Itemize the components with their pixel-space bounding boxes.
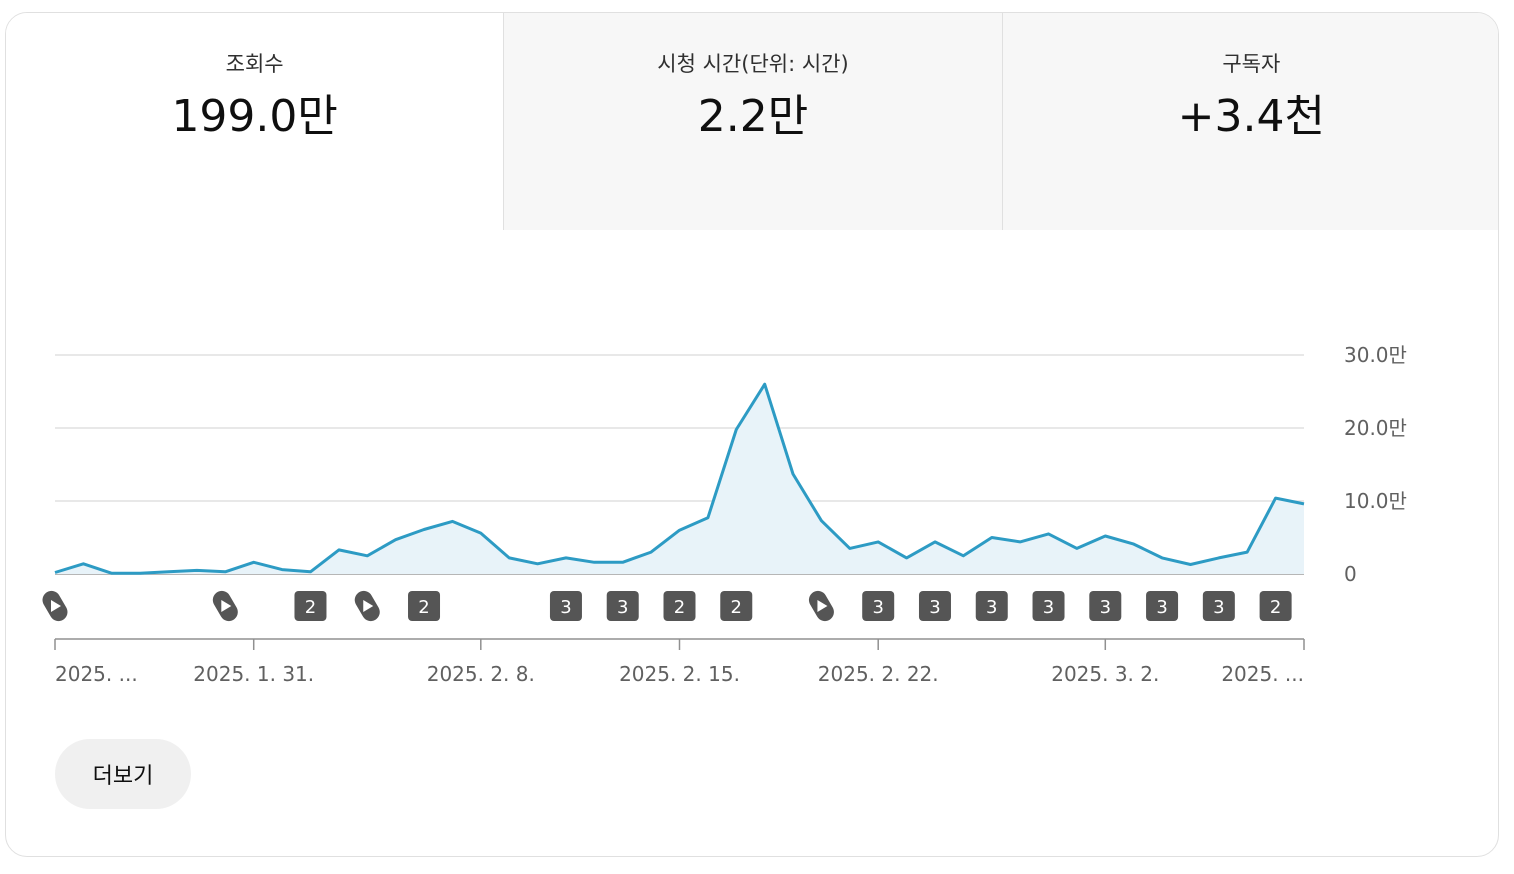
badge-count-label: 3 [617,597,628,618]
tab-watch-time-value: 2.2만 [697,91,809,142]
badge-box [1259,591,1292,621]
badge-box [408,591,441,621]
shorts-icon [808,590,834,622]
x-tick-label: 2025. 3. 2. [1051,662,1159,686]
upload-count-badge: 2 [720,591,753,621]
badge-count-label: 3 [1213,597,1224,618]
y-tick-label: 0 [1344,562,1357,586]
badge-box [294,591,327,621]
badge-box [720,591,753,621]
area-fill [55,384,1304,574]
badge-count-label: 3 [1043,597,1054,618]
shorts-icon-play [51,600,61,612]
badge-count-label: 3 [986,597,997,618]
badge-box [1032,591,1065,621]
views-chart: 0 10.0만 20.0만 30.0만 2 2 3 3 2 2 3 3 3 3 3 3 3 2 2025. ... 2… [6,230,1498,700]
badge-box [549,591,582,621]
badge-count-label: 2 [305,597,316,618]
y-tick-label: 10.0만 [1344,489,1407,513]
upload-count-badge: 3 [1032,591,1065,621]
badge-count-label: 3 [872,597,883,618]
tab-views-value: 199.0만 [171,91,338,142]
tab-subscribers-label: 구독자 [1222,52,1281,76]
shorts-icon-play [363,600,374,612]
badge-box [606,591,639,621]
tab-views-label: 조회수 [225,52,284,76]
y-tick-label: 20.0만 [1344,416,1407,440]
badge-box [975,591,1008,621]
badge-count-label: 3 [560,597,571,618]
shorts-icon-play [221,600,232,612]
x-tick-label: 2025. ... [55,662,138,686]
upload-count-badge: 3 [1146,591,1179,621]
tab-views[interactable]: 조회수 199.0만 [6,13,504,230]
shorts-icon [42,590,68,622]
y-tick-label: 30.0만 [1344,343,1407,367]
badge-box [1202,591,1235,621]
badge-box [862,591,895,621]
upload-count-badge: 3 [862,591,895,621]
badge-box [1146,591,1179,621]
x-tick-label: 2025. ... [1221,662,1304,686]
x-tick-label: 2025. 1. 31. [193,662,314,686]
x-tick-label: 2025. 2. 22. [818,662,939,686]
upload-count-badge: 2 [1259,591,1292,621]
upload-count-badge: 2 [663,591,696,621]
upload-count-badge: 3 [918,591,951,621]
tab-subscribers[interactable]: 구독자 +3.4천 [1001,13,1498,230]
badge-count-label: 2 [674,597,685,618]
x-tick-label: 2025. 2. 15. [619,662,740,686]
badge-count-label: 2 [731,597,742,618]
views-series-line [54,382,1305,575]
tab-subscribers-value: +3.4천 [1177,91,1325,142]
tab-watch-time-label: 시청 시간(단위: 시간) [657,52,849,76]
metric-tabs: 조회수 199.0만 시청 시간(단위: 시간) 2.2만 구독자 +3.4천 [6,13,1498,230]
badge-count-label: 3 [929,597,940,618]
x-tick-label: 2025. 2. 8. [427,662,535,686]
badge-count-label: 3 [1156,597,1167,618]
badge-count-label: 2 [418,597,429,618]
upload-count-badge: 3 [1202,591,1235,621]
upload-count-badge: 3 [549,591,582,621]
upload-count-badge: 2 [294,591,327,621]
upload-count-badge: 3 [1089,591,1122,621]
upload-count-badge: 2 [408,591,441,621]
shorts-icon [354,590,380,622]
upload-count-badge: 3 [975,591,1008,621]
badge-box [1089,591,1122,621]
views-chart-svg: 0 10.0만 20.0만 30.0만 2 2 3 3 2 2 3 3 3 3 3 3 3 2 2025. ... 2… [42,343,1407,686]
badge-box [918,591,951,621]
badge-box [663,591,696,621]
badge-count-label: 2 [1270,597,1281,618]
shorts-icon-play [817,600,828,612]
badge-count-label: 3 [1100,597,1111,618]
upload-count-badge: 3 [606,591,639,621]
more-button[interactable]: 더보기 [55,739,191,809]
shorts-icon [212,590,238,622]
tab-watch-time[interactable]: 시청 시간(단위: 시간) 2.2만 [503,13,1002,230]
analytics-card: 조회수 199.0만 시청 시간(단위: 시간) 2.2만 구독자 +3.4천 … [5,12,1499,857]
